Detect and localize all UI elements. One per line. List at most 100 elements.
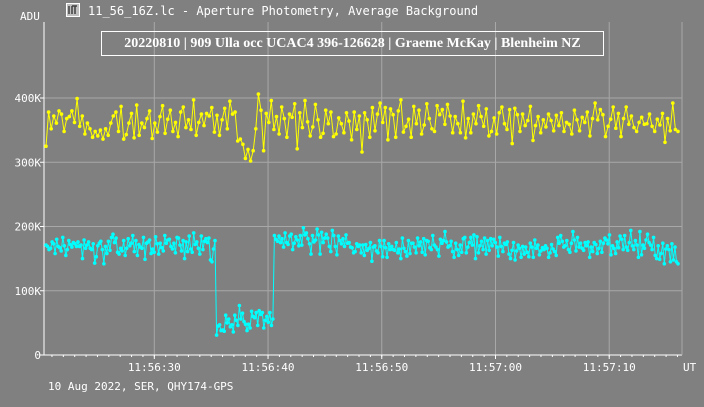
data-point — [240, 311, 245, 316]
data-point — [316, 118, 320, 122]
data-point — [417, 244, 421, 248]
data-point — [376, 251, 380, 255]
data-point — [408, 251, 412, 256]
data-point — [287, 112, 292, 116]
data-point — [589, 245, 593, 249]
data-point — [475, 235, 479, 239]
data-point — [249, 309, 254, 314]
data-point — [559, 111, 564, 115]
data-point — [585, 110, 590, 114]
data-point — [217, 133, 222, 138]
data-point — [607, 233, 612, 237]
data-point — [421, 236, 426, 241]
data-point — [587, 255, 592, 260]
data-point — [52, 114, 56, 118]
data-point — [624, 245, 628, 249]
data-point — [499, 244, 504, 249]
window-title: 11_56_16Z.lc - Aperture Photometry, Aver… — [88, 4, 479, 18]
data-point — [199, 234, 204, 238]
data-point — [198, 252, 202, 256]
data-point — [98, 128, 103, 132]
lightcurve-app-icon[interactable] — [66, 3, 80, 17]
data-point — [327, 244, 332, 249]
data-point — [382, 238, 386, 243]
data-point — [653, 253, 657, 258]
data-point — [336, 234, 341, 238]
data-point — [91, 242, 95, 246]
data-point — [520, 112, 525, 116]
data-point — [324, 232, 329, 236]
data-point — [567, 122, 571, 127]
data-point — [202, 123, 206, 128]
data-point — [373, 129, 377, 133]
data-point — [402, 246, 406, 251]
data-point — [283, 231, 287, 235]
data-point — [641, 243, 645, 247]
data-point — [389, 244, 394, 249]
data-point — [336, 116, 341, 120]
data-point — [118, 246, 123, 251]
data-point — [558, 233, 563, 238]
data-point — [182, 256, 187, 261]
data-point — [181, 105, 186, 109]
data-point — [143, 257, 147, 262]
data-point — [168, 108, 173, 112]
data-point — [488, 236, 493, 241]
data-point — [49, 127, 53, 131]
data-point — [246, 147, 250, 152]
data-point — [525, 250, 529, 254]
data-point — [536, 114, 540, 119]
data-point — [435, 247, 440, 252]
data-point — [642, 246, 647, 251]
data-point — [370, 259, 374, 264]
data-point — [614, 126, 618, 130]
data-point — [207, 114, 211, 118]
data-point — [161, 249, 166, 253]
data-point — [46, 110, 51, 114]
data-point — [500, 105, 504, 109]
data-point — [311, 125, 315, 129]
data-point — [142, 125, 147, 130]
data-point — [362, 111, 367, 115]
data-point — [335, 253, 339, 257]
data-point — [163, 131, 167, 136]
data-point — [474, 121, 478, 126]
data-point — [586, 240, 590, 244]
data-point — [67, 238, 71, 243]
data-point — [344, 111, 349, 115]
data-point — [279, 105, 284, 109]
data-point — [673, 127, 678, 132]
data-point — [504, 242, 508, 247]
data-point — [507, 107, 512, 112]
plot-series — [44, 92, 680, 337]
data-point — [83, 246, 88, 251]
data-point — [236, 323, 240, 328]
data-point — [443, 122, 447, 127]
data-point — [70, 245, 74, 249]
data-point — [199, 112, 204, 116]
data-point — [393, 135, 398, 139]
data-point — [275, 239, 280, 244]
data-point — [522, 252, 526, 256]
data-point — [502, 121, 507, 126]
data-point — [357, 243, 362, 247]
data-point — [278, 240, 283, 245]
data-point — [661, 241, 665, 245]
data-point — [464, 251, 469, 255]
plot-axes — [40, 22, 683, 359]
data-point — [248, 326, 252, 330]
data-point — [663, 140, 667, 145]
data-point — [129, 241, 134, 245]
data-point — [181, 238, 185, 243]
data-point — [420, 250, 425, 254]
data-point — [380, 120, 385, 125]
data-point — [205, 240, 210, 245]
data-point — [121, 137, 126, 141]
y-tick-label: 100K — [15, 285, 42, 298]
data-point — [467, 240, 472, 245]
data-point — [487, 134, 491, 138]
data-point — [241, 142, 245, 147]
x-tick-label: 11:57:10 — [583, 361, 636, 374]
data-point — [531, 255, 536, 260]
